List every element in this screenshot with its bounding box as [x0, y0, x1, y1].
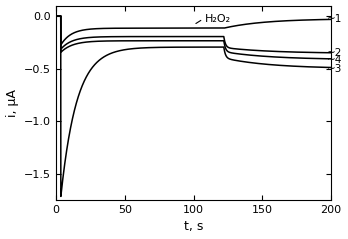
Y-axis label: i, μA: i, μA [6, 89, 18, 117]
X-axis label: t, s: t, s [184, 220, 203, 234]
Text: ~1: ~1 [327, 14, 342, 24]
Text: ~3: ~3 [327, 64, 342, 74]
Text: H₂O₂: H₂O₂ [205, 14, 231, 24]
Text: ~2: ~2 [327, 48, 342, 58]
Text: ~4: ~4 [327, 55, 342, 65]
